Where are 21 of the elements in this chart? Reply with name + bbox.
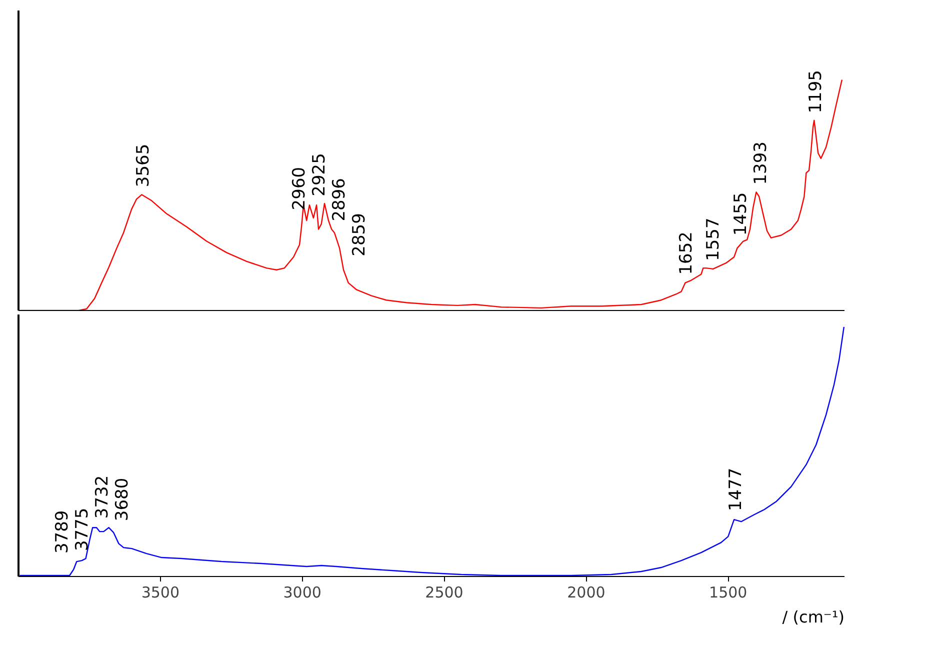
- annotation: 3789: [52, 510, 73, 554]
- x-tick-label: 3000: [283, 584, 322, 602]
- annotation: 3732: [92, 475, 113, 519]
- annotation: 2859: [349, 213, 370, 256]
- x-tick-label: 1500: [709, 584, 748, 602]
- annotation: 2896: [329, 178, 350, 222]
- annotation: 1195: [806, 70, 826, 114]
- x-tick-label: 3500: [141, 584, 180, 602]
- annotation: 3565: [133, 144, 154, 188]
- annotation: 1652: [676, 232, 696, 275]
- annotation: 3775: [72, 508, 93, 552]
- annotation: 1393: [751, 142, 772, 185]
- annotation: 3680: [112, 478, 133, 522]
- x-tick-label: 2000: [567, 584, 606, 602]
- x-tick-label: 2500: [425, 584, 464, 602]
- annotation: 1477: [726, 468, 746, 512]
- annotation: 1557: [703, 218, 724, 261]
- annotation: 2925: [309, 153, 330, 196]
- x-axis-title: / (cm⁻¹): [782, 608, 844, 626]
- annotation: 1455: [731, 192, 752, 236]
- annotation: 2960: [289, 166, 310, 210]
